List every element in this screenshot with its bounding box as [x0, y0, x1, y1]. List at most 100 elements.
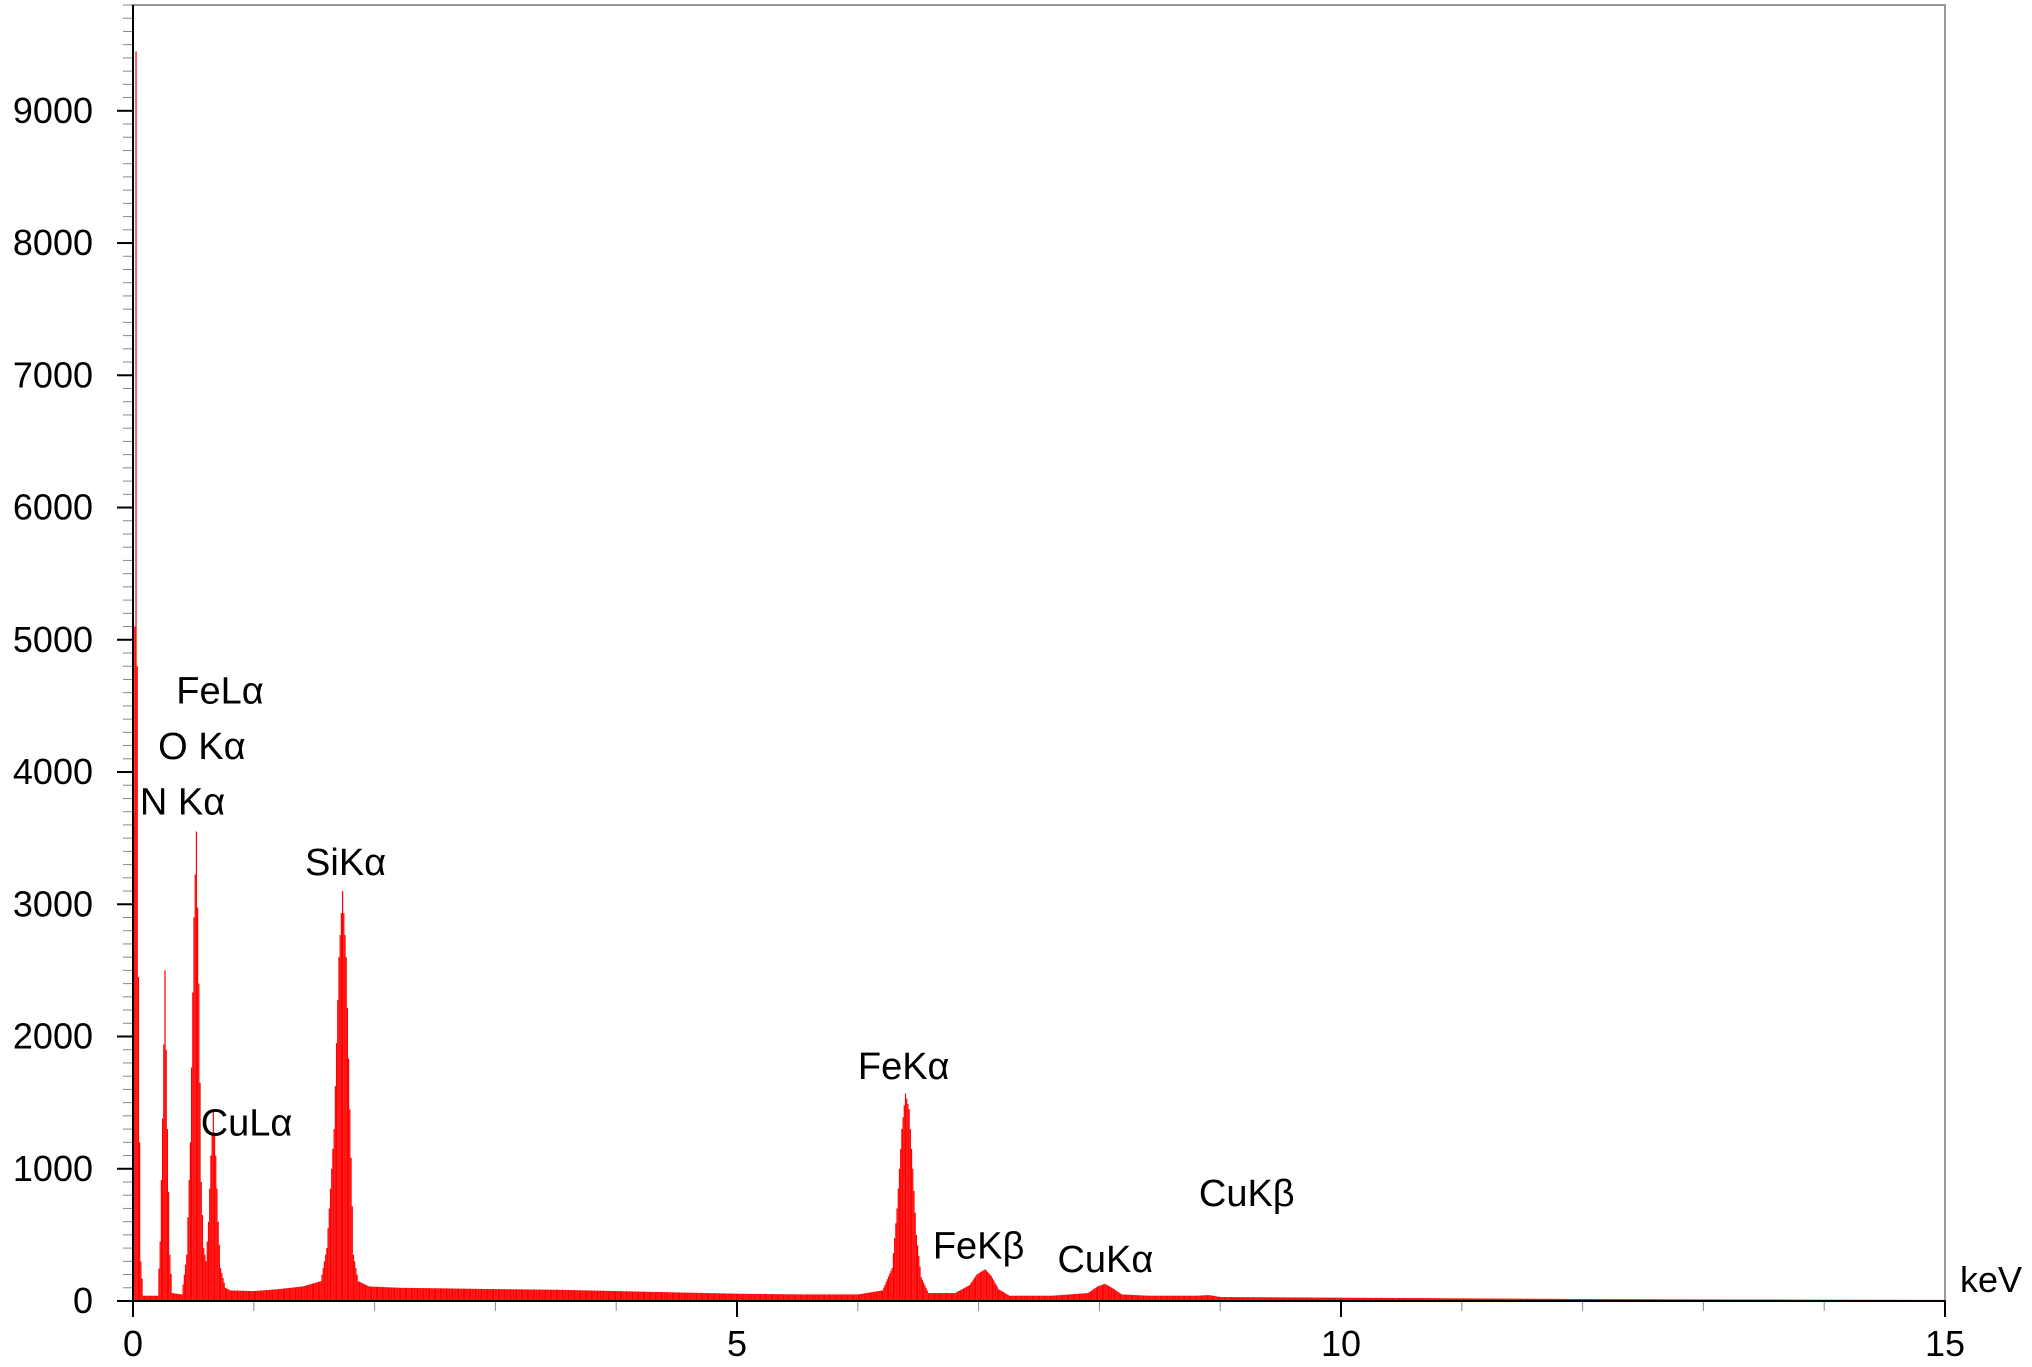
spectrum-bar — [639, 1291, 641, 1301]
spectrum-bar — [1047, 1295, 1049, 1301]
spectrum-bar — [680, 1292, 682, 1301]
spectrum-bar — [843, 1294, 845, 1301]
spectrum-bar — [791, 1294, 793, 1301]
spectrum-bar — [528, 1289, 530, 1301]
spectrum-bar — [685, 1292, 687, 1301]
spectrum-bar — [491, 1289, 493, 1301]
spectrum-bar — [158, 1268, 160, 1301]
spectrum-bar — [643, 1291, 646, 1301]
spectrum-bar — [1363, 1297, 1366, 1301]
spectrum-bar — [1260, 1297, 1262, 1301]
spectrum-bar — [1034, 1295, 1036, 1301]
spectrum-bar — [1554, 1298, 1557, 1301]
spectrum-bar — [1209, 1295, 1211, 1301]
spectrum-bar — [683, 1292, 686, 1301]
spectrum-bar — [1289, 1297, 1291, 1301]
spectrum-bar — [1291, 1297, 1293, 1301]
spectrum-bar — [803, 1294, 805, 1301]
spectrum-bar — [990, 1275, 992, 1301]
spectrum-bar — [1345, 1297, 1348, 1301]
spectrum-bar — [328, 1208, 330, 1301]
spectrum-bar — [786, 1294, 788, 1301]
spectrum-bar — [517, 1289, 519, 1301]
spectrum-bar — [554, 1289, 556, 1301]
spectrum-bar — [679, 1292, 681, 1301]
spectrum-bar — [509, 1289, 512, 1301]
spectrum-bar — [1520, 1298, 1523, 1301]
spectrum-bar — [199, 1082, 201, 1301]
spectrum-bar — [658, 1292, 660, 1301]
spectrum-bar — [1269, 1297, 1271, 1301]
spectrum-bar — [390, 1287, 392, 1301]
spectrum-bar — [758, 1293, 760, 1301]
spectrum-bar — [1249, 1297, 1251, 1301]
spectrum-bar — [1535, 1298, 1537, 1301]
spectrum-bar — [200, 1181, 202, 1301]
spectrum-bar — [1470, 1298, 1472, 1301]
spectrum-bar — [1089, 1291, 1091, 1301]
spectrum-bar — [560, 1289, 562, 1301]
spectrum-bar — [1010, 1295, 1012, 1301]
spectrum-bar — [352, 1254, 355, 1301]
peak-label: CuKβ — [1199, 1173, 1295, 1215]
spectrum-bar — [741, 1293, 744, 1301]
spectrum-bar — [402, 1287, 404, 1301]
spectrum-bar — [772, 1294, 774, 1301]
spectrum-bar — [776, 1294, 779, 1301]
spectrum-bar — [746, 1293, 748, 1301]
spectrum-bar — [468, 1288, 471, 1301]
spectrum-bar — [140, 1261, 142, 1301]
spectrum-bar — [991, 1278, 994, 1301]
spectrum-bar — [787, 1294, 789, 1301]
spectrum-bar — [1328, 1297, 1331, 1301]
spectrum-bar — [903, 1105, 905, 1301]
spectrum-bar — [333, 1129, 335, 1301]
spectrum-bar — [291, 1287, 293, 1301]
spectrum-bar — [1229, 1297, 1232, 1301]
spectrum-bar — [327, 1228, 329, 1301]
spectrum-bar — [796, 1294, 798, 1301]
spectrum-bar — [432, 1288, 434, 1301]
spectrum-bar — [657, 1291, 659, 1301]
spectrum-bar — [682, 1292, 684, 1301]
spectrum-bar — [1106, 1285, 1108, 1301]
spectrum-bar — [722, 1293, 724, 1301]
spectrum-bar — [1011, 1295, 1013, 1301]
spectrum-bar — [269, 1289, 271, 1301]
spectrum-bar — [1504, 1298, 1506, 1301]
spectrum-bar — [923, 1282, 925, 1301]
spectrum-bar — [799, 1294, 802, 1301]
spectrum-bar — [1264, 1297, 1267, 1301]
spectrum-bar — [1099, 1285, 1101, 1301]
spectrum-bar — [918, 1256, 920, 1301]
spectrum-bar — [939, 1293, 942, 1301]
spectrum-bar — [896, 1208, 898, 1301]
spectrum-bar — [1495, 1298, 1497, 1301]
spectrum-bar — [1382, 1297, 1384, 1301]
spectrum-bar — [136, 666, 138, 1301]
spectrum-bar — [674, 1292, 676, 1301]
spectrum-bar — [1018, 1295, 1020, 1301]
spectrum-bar — [645, 1291, 647, 1301]
spectrum-bar — [821, 1294, 823, 1301]
spectrum-bar — [447, 1288, 449, 1301]
spectrum-bar — [1284, 1297, 1286, 1301]
spectrum-bar — [544, 1289, 547, 1301]
spectrum-bar — [209, 1188, 211, 1301]
spectrum-bar — [496, 1289, 498, 1301]
spectrum-bar — [973, 1278, 975, 1301]
spectrum-bar — [1423, 1298, 1425, 1301]
spectrum-bar — [466, 1288, 468, 1301]
spectrum-bar — [636, 1291, 638, 1301]
spectrum-bar — [1065, 1294, 1067, 1301]
spectrum-bar — [155, 1295, 158, 1301]
spectrum-bar — [236, 1290, 239, 1301]
spectrum-bar — [1516, 1298, 1518, 1301]
spectrum-bar — [280, 1288, 282, 1301]
spectrum-bar — [201, 1215, 204, 1301]
spectrum-bar — [430, 1288, 432, 1301]
spectrum-bar — [1297, 1297, 1299, 1301]
spectrum-bar — [258, 1290, 260, 1301]
spectrum-bar — [1214, 1296, 1216, 1301]
spectrum-bar — [1308, 1297, 1310, 1301]
